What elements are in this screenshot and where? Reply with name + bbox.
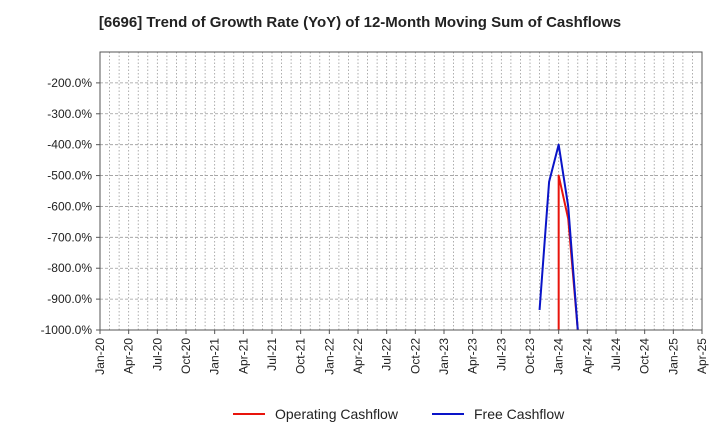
series-line-1 [538, 143, 579, 331]
x-tick-label: Jul-20 [150, 338, 164, 371]
x-tick-label: Oct-20 [179, 338, 193, 374]
y-tick-label: -800.0% [47, 261, 92, 275]
y-tick-label: -600.0% [47, 199, 92, 213]
y-tick-label: -200.0% [47, 76, 92, 90]
y-tick-label: -400.0% [47, 138, 92, 152]
x-tick-label: Apr-23 [466, 338, 480, 374]
x-tick-label: Jan-23 [437, 338, 451, 375]
x-tick-label: Oct-23 [523, 338, 537, 374]
x-tick-label: Jan-24 [552, 338, 566, 375]
x-tick-label: Apr-22 [351, 338, 365, 374]
y-tick-label: -900.0% [47, 292, 92, 306]
x-tick-label: Apr-24 [580, 338, 594, 374]
y-tick-label: -300.0% [47, 107, 92, 121]
x-tick-label: Oct-21 [294, 338, 308, 374]
x-tick-label: Jul-22 [380, 338, 394, 371]
chart-title: [6696] Trend of Growth Rate (YoY) of 12-… [98, 14, 622, 31]
plot-border [99, 51, 703, 331]
x-tick-label: Apr-25 [695, 338, 709, 374]
legend-label-0: Operating Cashflow [275, 406, 399, 422]
x-tick-label: Oct-22 [408, 338, 422, 374]
x-tick-label: Jan-22 [322, 338, 336, 375]
y-tick-label: -1000.0% [41, 323, 93, 337]
x-tick-label: Jul-21 [265, 338, 279, 371]
x-tick-label: Jul-23 [494, 338, 508, 371]
x-tick-label: Jul-24 [609, 338, 623, 371]
x-tick-label: Oct-24 [638, 338, 652, 374]
x-tick-label: Apr-20 [122, 338, 136, 374]
y-tick-label: -500.0% [47, 169, 92, 183]
y-tick-label: -700.0% [47, 230, 92, 244]
x-tick-label: Jan-25 [666, 338, 680, 375]
x-tick-label: Jan-21 [208, 338, 222, 375]
x-tick-label: Apr-21 [236, 338, 250, 374]
x-tick-label: Jan-20 [93, 338, 107, 375]
legend-label-1: Free Cashflow [474, 406, 565, 422]
